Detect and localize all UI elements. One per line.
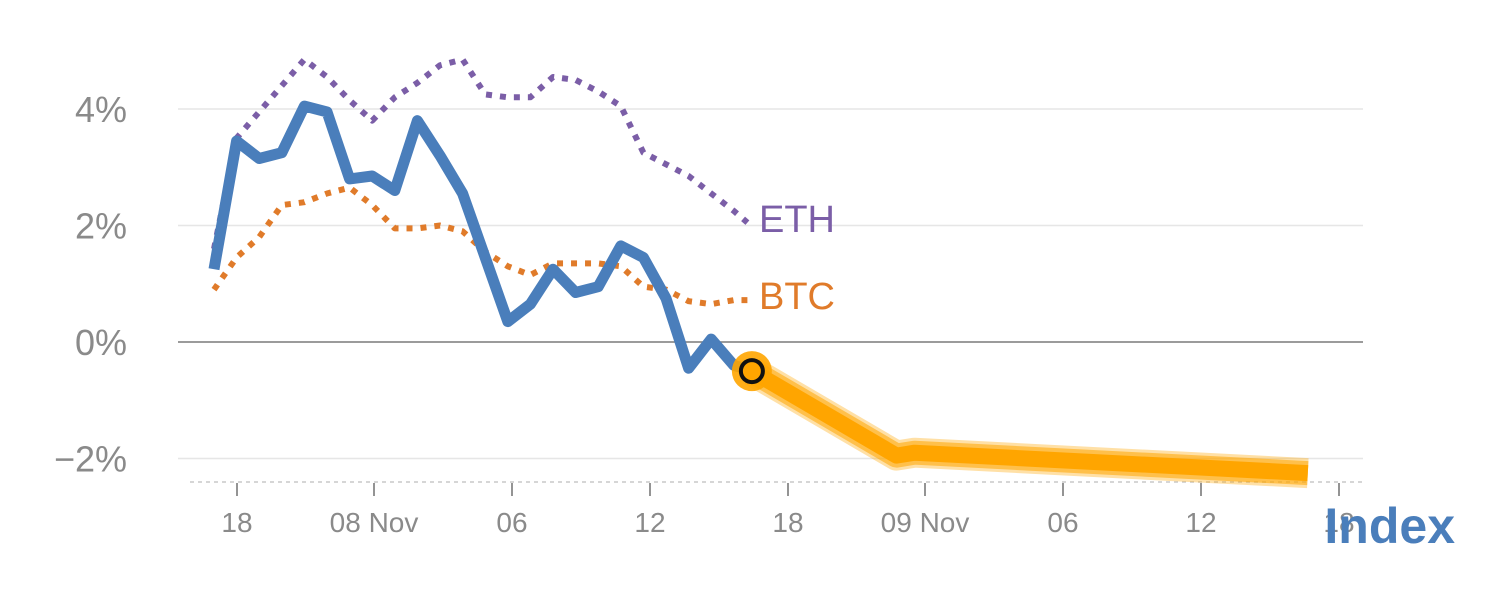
x-tick-label: 09 Nov: [881, 507, 970, 538]
x-tick-label: 18: [221, 507, 252, 538]
x-tick-label: 12: [634, 507, 665, 538]
current-point-marker: [738, 358, 765, 385]
series-line-eth: [211, 56, 750, 250]
x-tick-label: 18: [772, 507, 803, 538]
forecast-line: [747, 364, 1309, 482]
y-tick-label: 2%: [75, 206, 127, 247]
x-tick-label: 08 Nov: [330, 507, 419, 538]
series-line-index: [208, 100, 754, 377]
y-tick-label: −2%: [54, 439, 127, 480]
x-tick-label: 06: [496, 507, 527, 538]
series-label-index: Index: [1324, 498, 1455, 554]
x-tick-label: 06: [1047, 507, 1078, 538]
series-label-btc: BTC: [759, 276, 835, 318]
series-label-eth: ETH: [759, 199, 835, 241]
x-tick-label: 12: [1185, 507, 1216, 538]
y-tick-label: 0%: [75, 322, 127, 363]
x-tick-label: 18: [1323, 507, 1354, 538]
y-tick-label: 4%: [75, 89, 127, 130]
